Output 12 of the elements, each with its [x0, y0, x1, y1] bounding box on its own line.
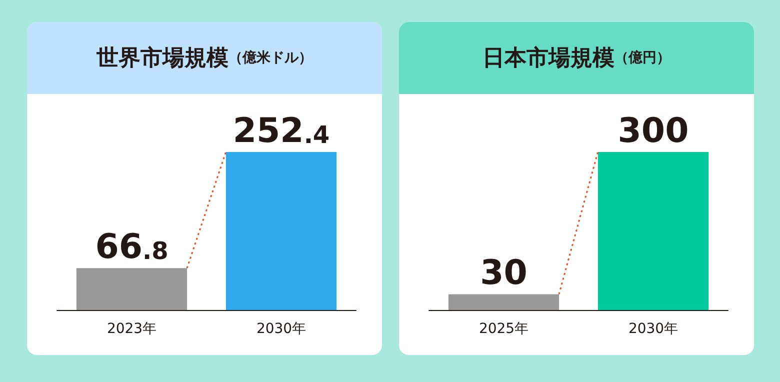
x-tick-label: 2030年	[628, 321, 678, 337]
data-label: 300	[618, 111, 689, 151]
chart-subtitle: （億米ドル）	[228, 49, 312, 67]
data-label: 66.8	[95, 227, 168, 268]
chart-title: 日本市場規模	[482, 44, 614, 73]
x-tick-label: 2023年	[106, 321, 157, 337]
x-tick-label: 2030年	[256, 321, 306, 337]
chart-title: 世界市場規模	[96, 44, 228, 73]
x-tick-label: 2025年	[478, 321, 529, 337]
chart-subtitle: （億円）	[614, 49, 670, 67]
data-label: 30	[480, 253, 528, 294]
data-label: 252.4	[232, 111, 330, 151]
